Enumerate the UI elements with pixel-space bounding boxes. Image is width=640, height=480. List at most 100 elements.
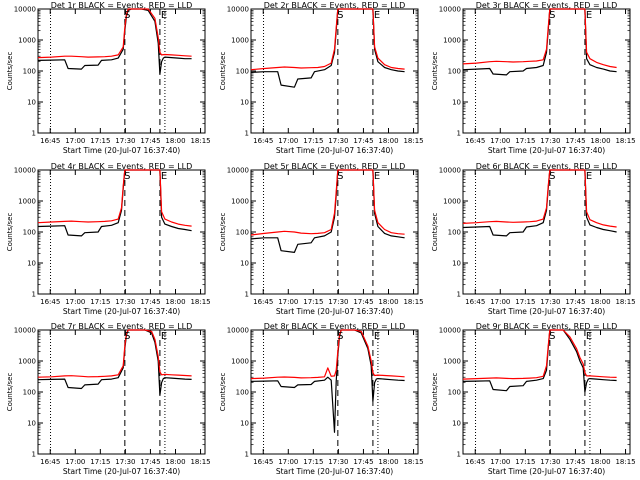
panel-title: Det 6r BLACK = Events, RED = LLD: [476, 162, 618, 171]
plot-frame: [462, 169, 631, 295]
x-tick-label: 17:30: [540, 137, 560, 145]
x-tick-label: 18:00: [590, 137, 610, 145]
end-marker: E: [161, 331, 167, 342]
y-tick-label: 10: [240, 99, 249, 107]
lld-series-line: [37, 8, 192, 59]
x-tick-label: 17:30: [540, 298, 560, 306]
x-tick-label: 17:45: [353, 137, 373, 145]
x-tick-label: 17:00: [490, 137, 510, 145]
panel-4: Det 4r BLACK = Events, RED = LLD Counts/s…: [6, 162, 211, 316]
end-marker: E: [374, 10, 380, 21]
y-tick-label: 1: [245, 451, 249, 459]
x-tick-label: 18:00: [165, 137, 185, 145]
end-marker: E: [161, 10, 167, 21]
y-tick-label: 1: [245, 291, 249, 299]
start-marker: S: [124, 331, 130, 342]
x-tick-label: 18:15: [403, 137, 423, 145]
x-tick-label: 18:00: [590, 458, 610, 466]
y-tick-label: 1: [32, 451, 36, 459]
events-series-line: [250, 329, 405, 433]
panel-title: Det 5r BLACK = Events, RED = LLD: [264, 162, 406, 171]
x-tick-label: 18:00: [378, 458, 398, 466]
y-tick-label: 1: [32, 291, 36, 299]
events-series-line: [37, 169, 192, 237]
panel-5: Det 5r BLACK = Events, RED = LLD Counts/s…: [219, 162, 424, 316]
panel-title: Det 8r BLACK = Events, RED = LLD: [264, 322, 406, 331]
x-tick-label: 17:00: [65, 458, 85, 466]
x-tick-label: 17:00: [490, 458, 510, 466]
y-tick-label: 10000: [14, 167, 36, 175]
start-marker: S: [549, 10, 555, 21]
x-axis-label: Start Time (20-Jul-07 16:37:40): [276, 307, 393, 316]
x-tick-label: 17:30: [328, 298, 348, 306]
lld-series-line: [462, 329, 617, 380]
y-tick-label: 10: [27, 99, 36, 107]
y-tick-label: 10000: [227, 6, 249, 14]
x-tick-label: 16:45: [40, 137, 60, 145]
y-tick-label: 1000: [443, 37, 461, 45]
x-tick-label: 18:00: [165, 298, 185, 306]
panel-title: Det 1r BLACK = Events, RED = LLD: [51, 1, 193, 10]
lld-series-line: [250, 8, 405, 71]
y-tick-label: 100: [448, 68, 461, 76]
y-tick-label: 10000: [439, 327, 461, 335]
x-tick-label: 17:00: [490, 298, 510, 306]
x-tick-label: 17:30: [115, 298, 135, 306]
events-series-line: [462, 329, 617, 393]
x-tick-label: 17:00: [278, 458, 298, 466]
panel-title: Det 2r BLACK = Events, RED = LLD: [264, 1, 406, 10]
y-tick-label: 1: [457, 291, 461, 299]
end-marker: E: [374, 331, 380, 342]
end-marker: E: [586, 331, 592, 342]
y-tick-label: 10000: [14, 327, 36, 335]
x-tick-label: 17:45: [140, 137, 160, 145]
x-tick-label: 17:00: [65, 298, 85, 306]
y-axis-label: Counts/sec: [219, 373, 227, 412]
x-axis-label: Start Time (20-Jul-07 16:37:40): [488, 146, 605, 155]
x-tick-label: 16:45: [253, 458, 273, 466]
x-tick-label: 17:00: [278, 137, 298, 145]
panel-6: Det 6r BLACK = Events, RED = LLD Counts/s…: [431, 162, 636, 316]
panel-2: Det 2r BLACK = Events, RED = LLD Counts/s…: [219, 1, 424, 155]
y-tick-label: 10: [27, 260, 36, 268]
x-tick-label: 17:15: [515, 137, 535, 145]
y-tick-label: 100: [236, 229, 249, 237]
x-tick-label: 18:15: [403, 298, 423, 306]
events-series-line: [37, 329, 192, 396]
y-tick-label: 1000: [231, 198, 249, 206]
start-marker: S: [337, 171, 343, 182]
events-series-line: [462, 169, 617, 237]
panel-7: Det 7r BLACK = Events, RED = LLD Counts/s…: [6, 322, 211, 476]
lld-series-line: [250, 169, 405, 236]
start-marker: S: [549, 331, 555, 342]
x-tick-label: 16:45: [40, 458, 60, 466]
end-marker: E: [586, 10, 592, 21]
lld-series-line: [462, 169, 617, 228]
y-tick-label: 10: [452, 260, 461, 268]
y-tick-label: 10: [27, 420, 36, 428]
x-tick-label: 17:15: [515, 458, 535, 466]
y-axis-label: Counts/sec: [431, 213, 439, 252]
x-tick-label: 18:00: [165, 458, 185, 466]
y-tick-label: 1000: [443, 198, 461, 206]
panel-title: Det 4r BLACK = Events, RED = LLD: [51, 162, 193, 171]
y-tick-label: 10: [452, 420, 461, 428]
x-tick-label: 18:15: [615, 298, 635, 306]
y-tick-label: 100: [23, 229, 36, 237]
end-marker: E: [161, 171, 167, 182]
x-tick-label: 17:30: [115, 458, 135, 466]
panel-3: Det 3r BLACK = Events, RED = LLD Counts/s…: [431, 1, 636, 155]
y-axis-label: Counts/sec: [6, 52, 14, 91]
panel-title: Det 3r BLACK = Events, RED = LLD: [476, 1, 618, 10]
x-tick-label: 17:15: [90, 458, 110, 466]
plot-frame: [462, 329, 631, 455]
x-tick-label: 18:15: [403, 458, 423, 466]
x-axis-label: Start Time (20-Jul-07 16:37:40): [276, 146, 393, 155]
y-tick-label: 10000: [439, 6, 461, 14]
x-tick-label: 17:45: [565, 458, 585, 466]
plot-frame: [37, 169, 206, 295]
x-axis-label: Start Time (20-Jul-07 16:37:40): [63, 467, 180, 476]
events-series-line: [462, 8, 617, 76]
x-tick-label: 17:15: [303, 137, 323, 145]
x-axis-label: Start Time (20-Jul-07 16:37:40): [276, 467, 393, 476]
